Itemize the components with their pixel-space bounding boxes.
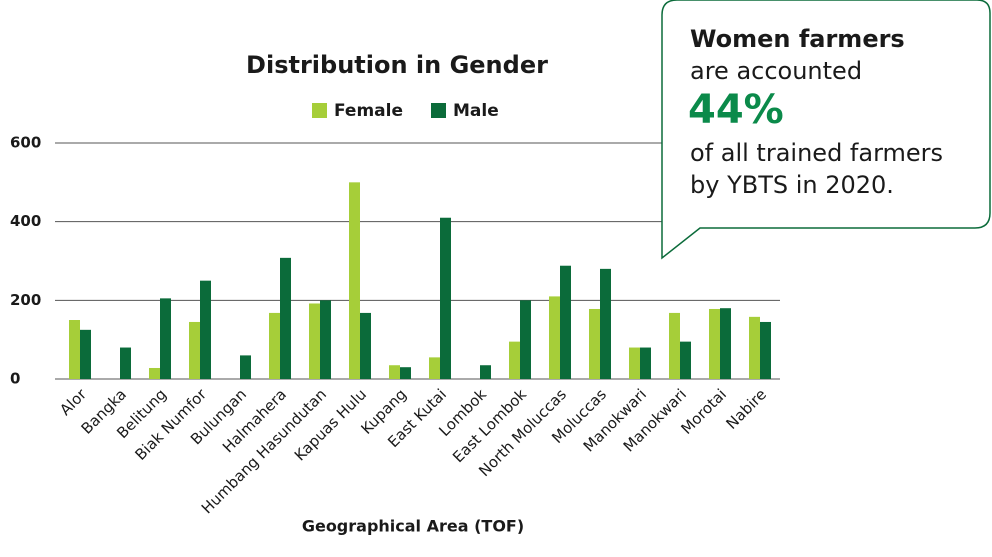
bar <box>440 217 451 379</box>
bar <box>389 365 400 379</box>
bar <box>149 367 160 379</box>
y-tick-label: 200 <box>10 291 41 309</box>
bar <box>429 357 440 379</box>
legend-swatch <box>431 103 446 118</box>
bar <box>520 300 531 379</box>
bar <box>80 329 91 379</box>
x-axis-label: Geographical Area (TOF) <box>302 517 524 536</box>
legend-swatch <box>312 103 327 118</box>
bar <box>69 320 80 379</box>
callout-highlight: 44% <box>688 87 784 133</box>
legend-label: Male <box>453 101 499 121</box>
callout-line: of all trained farmers <box>690 139 943 167</box>
callout-line: Women farmers <box>690 25 905 53</box>
bar <box>160 298 171 379</box>
y-tick-label: 400 <box>10 212 41 230</box>
bar <box>669 312 680 379</box>
bar <box>320 300 331 379</box>
bar <box>360 312 371 379</box>
chart-title: Distribution in Gender <box>246 51 548 79</box>
bar <box>680 341 691 379</box>
y-tick-label: 600 <box>10 134 41 152</box>
bar <box>509 341 520 379</box>
bar <box>240 355 251 379</box>
bar <box>560 265 571 379</box>
bar <box>480 365 491 379</box>
bar <box>629 347 640 379</box>
y-tick-label: 0 <box>10 370 20 388</box>
bar <box>600 268 611 379</box>
bar <box>200 280 211 379</box>
bar <box>640 347 651 379</box>
bar <box>309 303 320 379</box>
bar <box>720 308 731 379</box>
callout-line: by YBTS in 2020. <box>690 171 894 199</box>
legend-label: Female <box>334 101 403 121</box>
x-tick-label: Alor <box>56 385 90 419</box>
callout-line: are accounted <box>690 57 862 85</box>
bar <box>120 347 131 379</box>
bar <box>349 182 360 379</box>
bar <box>269 312 280 379</box>
bar <box>549 296 560 379</box>
callout-box <box>661 0 991 260</box>
bar <box>749 316 760 379</box>
bar <box>280 257 291 379</box>
bar <box>189 321 200 379</box>
x-tick-label: Morotai <box>677 385 730 438</box>
bar <box>760 321 771 379</box>
bar <box>589 308 600 379</box>
bar <box>709 308 720 379</box>
x-tick-label: Nabire <box>723 385 770 432</box>
bar <box>400 367 411 379</box>
